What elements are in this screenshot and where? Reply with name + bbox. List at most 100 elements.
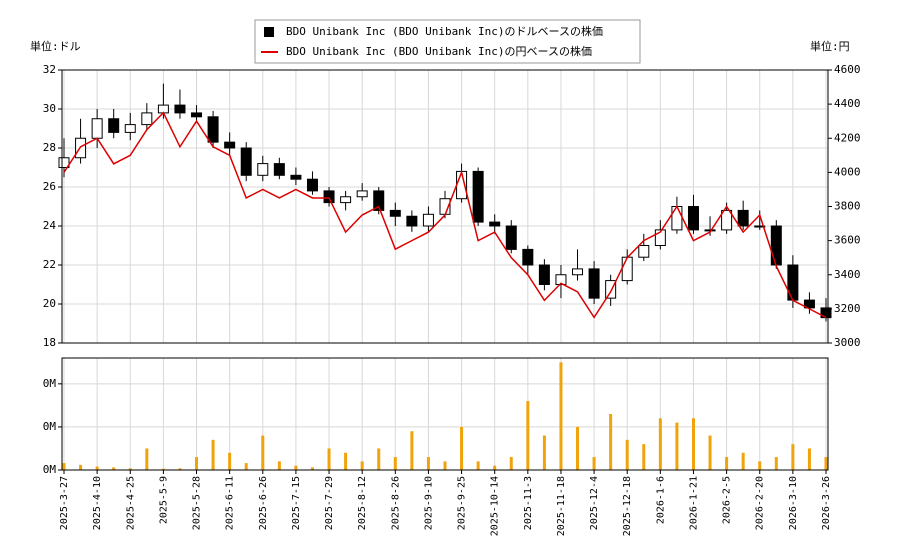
- y-tick-label: 18: [43, 336, 56, 349]
- x-tick-label: 2026-2-20: [755, 476, 766, 530]
- candle-body: [638, 245, 650, 258]
- x-tick-label: 2025-7-29: [324, 476, 335, 530]
- candle-body: [621, 256, 633, 282]
- candle-body: [489, 221, 501, 227]
- x-tick-label: 2025-8-26: [390, 476, 401, 530]
- candle-body: [572, 268, 584, 276]
- candle-body: [124, 124, 136, 133]
- volume-bar: [741, 452, 745, 470]
- candle-body: [505, 225, 517, 250]
- y-tick-label: 0M: [43, 420, 57, 433]
- candle-body: [323, 190, 335, 204]
- candle-body: [687, 206, 699, 231]
- candle-body: [290, 174, 302, 180]
- y2-tick-label: 3800: [834, 200, 861, 213]
- candle-body: [91, 118, 103, 139]
- volume-bar: [95, 466, 99, 470]
- y-tick-label: 0M: [43, 463, 57, 476]
- candle-body: [605, 280, 617, 299]
- x-tick-label: 2025-10-14: [490, 476, 501, 536]
- volume-bar: [625, 439, 629, 470]
- plot-frame: [61, 357, 829, 471]
- volume-bar: [691, 418, 695, 470]
- volume-bar: [725, 457, 729, 470]
- candle-body: [522, 248, 534, 266]
- x-tick-label: 2025-12-18: [622, 476, 633, 536]
- volume-bar: [294, 465, 298, 470]
- candle-body: [721, 209, 733, 231]
- y-tick-label: 30: [43, 102, 56, 115]
- candle-body: [770, 225, 782, 266]
- candle-body: [207, 116, 219, 143]
- candle-body: [422, 213, 434, 227]
- x-tick-label: 2025-8-12: [357, 476, 368, 530]
- candle-body: [820, 307, 832, 319]
- candle-body: [224, 141, 236, 149]
- volume-bar: [277, 461, 281, 470]
- y2-tick-label: 3400: [834, 268, 861, 281]
- candle-body: [389, 209, 401, 217]
- volume-bar: [807, 448, 811, 470]
- volume-bar: [526, 401, 530, 470]
- legend-label: BDO Unibank Inc (BDO Unibank Inc)の円ベースの株…: [286, 44, 592, 58]
- volume-bar: [393, 457, 397, 470]
- candle-body: [472, 170, 484, 223]
- candle-body: [340, 196, 352, 204]
- volume-bar: [642, 444, 646, 470]
- volume-bar: [493, 465, 497, 470]
- volume-bar: [708, 435, 712, 470]
- x-tick-label: 2026-3-10: [788, 476, 799, 530]
- x-tick-label: 2025-5-28: [192, 476, 203, 530]
- volume-bar: [476, 461, 480, 470]
- y2-tick-label: 4400: [834, 97, 861, 110]
- x-tick-label: 2026-2-5: [722, 476, 733, 524]
- volume-bar: [576, 426, 580, 470]
- price-line: [63, 111, 827, 319]
- x-tick-label: 2025-4-25: [125, 476, 136, 530]
- volume-bar: [161, 468, 165, 470]
- y-tick-label: 22: [43, 258, 56, 271]
- volume-bar: [592, 457, 596, 470]
- candle-body: [174, 104, 186, 114]
- y2-tick-label: 4000: [834, 165, 861, 178]
- x-tick-label: 2025-9-25: [457, 476, 468, 530]
- volume-bar: [344, 452, 348, 470]
- volume-bar: [675, 422, 679, 470]
- volume-bar: [410, 431, 414, 470]
- x-tick-label: 2025-6-11: [225, 476, 236, 530]
- candle-body: [538, 264, 550, 285]
- y-tick-label: 32: [43, 63, 56, 76]
- candle-body: [803, 299, 815, 309]
- x-tick-label: 2026-1-21: [688, 476, 699, 530]
- candle-body: [671, 206, 683, 231]
- volume-bar: [112, 467, 116, 470]
- candle-body: [356, 190, 368, 198]
- volume-bar: [310, 467, 314, 470]
- volume-bar: [758, 461, 762, 470]
- x-tick-label: 2025-12-4: [589, 476, 600, 530]
- volume-bar: [244, 463, 248, 470]
- volume-bar: [62, 463, 66, 470]
- volume-bar: [128, 468, 132, 470]
- plot-frame: [61, 69, 829, 344]
- volume-bar: [195, 457, 199, 470]
- x-tick-label: 2025-3-27: [59, 476, 70, 530]
- volume-bar: [426, 457, 430, 470]
- volume-bar: [443, 461, 447, 470]
- legend-box: [254, 19, 641, 64]
- legend-swatch: [264, 27, 274, 37]
- volume-bar: [327, 448, 331, 470]
- candle-body: [141, 112, 153, 126]
- volume-bar: [824, 457, 828, 470]
- y-axis-label: 単位:ドル: [30, 39, 81, 53]
- y-tick-label: 0M: [43, 377, 57, 390]
- y2-tick-label: 3600: [834, 234, 861, 247]
- volume-bar: [542, 435, 546, 470]
- x-tick-label: 2026-3-26: [821, 476, 832, 530]
- x-tick-label: 2025-11-3: [523, 476, 534, 530]
- x-tick-label: 2025-6-26: [258, 476, 269, 530]
- y2-tick-label: 3200: [834, 302, 861, 315]
- y2-tick-label: 3000: [834, 336, 861, 349]
